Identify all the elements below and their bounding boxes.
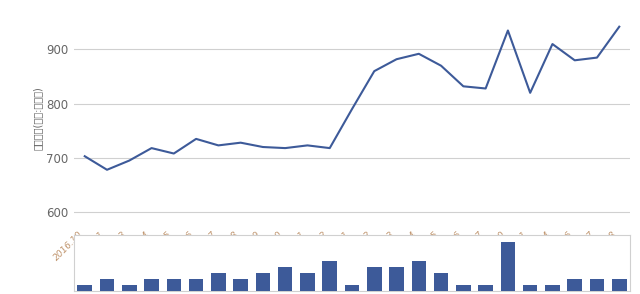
Bar	[278, 267, 292, 291]
Bar	[545, 285, 560, 291]
Bar	[568, 279, 582, 291]
Bar	[255, 273, 270, 291]
Bar	[412, 261, 426, 291]
Bar	[389, 267, 404, 291]
Bar	[77, 285, 92, 291]
Bar	[345, 285, 359, 291]
Bar	[166, 279, 181, 291]
Bar	[589, 279, 604, 291]
Bar	[144, 279, 159, 291]
Bar	[234, 279, 248, 291]
Y-axis label: 거래금액(단위:백만원): 거래금액(단위:백만원)	[33, 87, 42, 151]
Bar	[500, 243, 515, 291]
Bar	[434, 273, 449, 291]
Bar	[367, 267, 381, 291]
Bar	[300, 273, 315, 291]
Bar	[122, 285, 136, 291]
Bar	[478, 285, 493, 291]
Bar	[189, 279, 204, 291]
Bar	[612, 279, 627, 291]
Bar	[100, 279, 115, 291]
Bar	[323, 261, 337, 291]
Bar	[211, 273, 226, 291]
Bar	[523, 285, 538, 291]
Bar	[456, 285, 470, 291]
